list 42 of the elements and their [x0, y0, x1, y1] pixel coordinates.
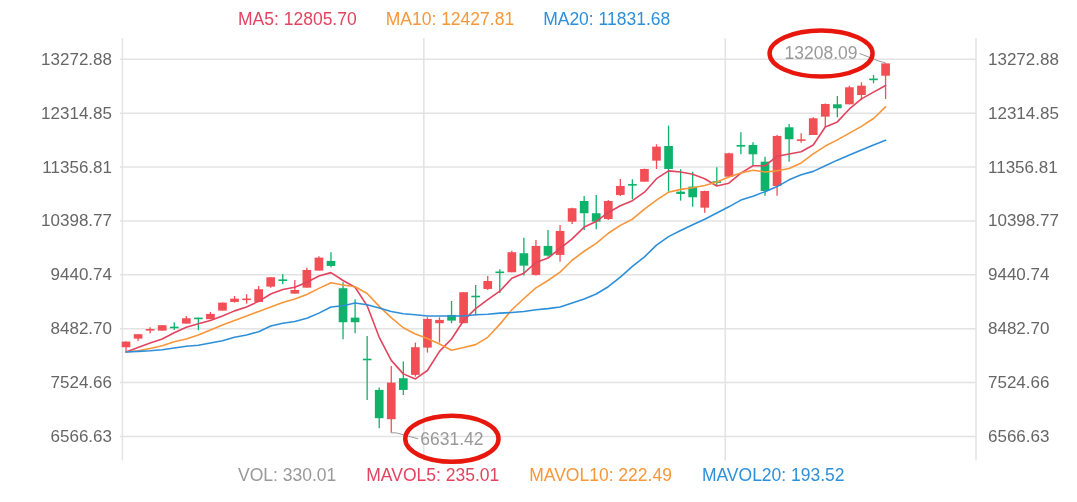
y-tick-label: 13272.88: [41, 49, 112, 69]
candlestick: [591, 194, 601, 230]
candlestick: [579, 195, 589, 231]
annotation: 13208.09: [784, 43, 858, 64]
candlestick: [881, 62, 890, 100]
candlestick: [628, 178, 637, 200]
y-tick-label: 12314.85: [41, 103, 112, 123]
y2-tick-label: 13272.88: [988, 49, 1059, 69]
y-tick-label: 11356.81: [42, 157, 112, 177]
y-tick-label: 10398.77: [41, 211, 112, 231]
y2-tick-label: 11356.81: [988, 157, 1058, 177]
candlestick: [736, 131, 746, 155]
candlestick: [664, 125, 673, 193]
candlestick: [833, 95, 842, 118]
annotation: 6631.42: [420, 428, 484, 449]
candlestick: [543, 229, 553, 258]
candlestick: [652, 143, 661, 170]
line-series: [125, 84, 887, 380]
y2-tick-label: 9440.74: [988, 265, 1050, 285]
text: MA5: 12805.70: [238, 9, 357, 29]
candlestick: [435, 316, 444, 344]
text: MA20: 11831.68: [543, 9, 671, 29]
y2-tick-label: 8482.70: [988, 319, 1050, 339]
text: MAVOL10: 222.49: [529, 464, 672, 485]
y-tick-label: 8482.70: [50, 319, 112, 339]
candlestick: [145, 326, 155, 334]
text: MA10: 12427.81: [385, 9, 515, 29]
y-tick-label: 7524.66: [50, 373, 112, 393]
text: MAVOL5: 235.01: [366, 464, 500, 485]
y2-tick-label: 10398.77: [988, 211, 1059, 231]
y2-tick-label: 7524.66: [988, 373, 1050, 393]
candlestick: [676, 168, 685, 202]
y2-tick-label: 6566.63: [988, 427, 1050, 446]
y-tick-label: 6566.63: [50, 427, 112, 446]
y-tick-label: 9440.74: [50, 265, 112, 285]
candlestick: [398, 360, 408, 396]
text: MAVOL20: 193.52: [701, 464, 845, 485]
candlestick: [784, 123, 794, 163]
text: VOL: 330.01: [238, 464, 337, 485]
candlestick: [519, 237, 529, 277]
candlestick: [326, 251, 336, 268]
y2-tick-label: 12314.85: [988, 103, 1059, 123]
